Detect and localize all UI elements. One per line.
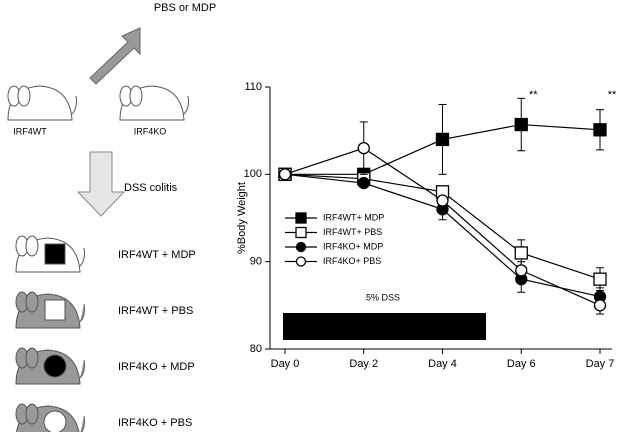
- step-arrow: [76, 151, 126, 217]
- dss-band: [283, 313, 486, 340]
- legend-marker: [295, 212, 307, 224]
- y-axis-label: %Body Weight: [236, 182, 248, 254]
- step-label: DSS colitis: [124, 182, 178, 194]
- treatment-arrow: [89, 27, 141, 85]
- legend-marker: [295, 226, 307, 239]
- legend-marker: [295, 241, 307, 253]
- y-tick-label: 90: [250, 256, 262, 268]
- point: [436, 194, 449, 207]
- annotation: **: [529, 89, 538, 101]
- ear: [25, 347, 39, 369]
- x-tick-label: Day 0: [271, 358, 300, 370]
- legend-label: IRF4KO+ PBS: [323, 256, 381, 266]
- point: [357, 176, 370, 190]
- point: [278, 168, 292, 181]
- group-label: IRF4WT + MDP: [118, 249, 196, 261]
- point: [593, 123, 607, 137]
- point: [435, 132, 450, 147]
- group-symbol: [43, 354, 67, 378]
- point: [593, 299, 607, 312]
- y-tick-label: 100: [244, 168, 262, 180]
- x-tick-label: Day 6: [507, 358, 536, 370]
- point: [515, 264, 528, 277]
- x-tick-label: Day 7: [586, 358, 615, 370]
- annotation: **: [608, 89, 617, 101]
- y-tick-label: 110: [244, 81, 262, 93]
- ear: [25, 291, 39, 313]
- mouse-label: IRF4WT: [13, 126, 47, 136]
- ear: [25, 235, 39, 257]
- ear: [129, 85, 143, 107]
- mouse-icons: [7, 85, 189, 121]
- point: [514, 117, 528, 132]
- group-label: IRF4WT + PBS: [118, 305, 193, 317]
- ear: [25, 403, 39, 425]
- point: [357, 141, 370, 155]
- mouse-label: IRF4KO: [134, 126, 167, 136]
- x-tick-label: Day 2: [349, 358, 378, 370]
- band-label: 5% DSS: [366, 292, 400, 302]
- treatment-label: PBS or MDP: [154, 2, 216, 14]
- ear: [17, 85, 31, 107]
- group-label: IRF4KO + PBS: [118, 417, 192, 429]
- group-label: IRF4KO + MDP: [118, 361, 195, 373]
- group-symbol: [44, 299, 66, 321]
- point: [514, 246, 528, 260]
- legend-label: IRF4KO+ MDP: [323, 241, 383, 251]
- legend-marker: [295, 256, 307, 267]
- group-mice: [15, 235, 85, 432]
- x-tick-label: Day 4: [428, 358, 457, 370]
- group-symbol: [43, 410, 67, 432]
- y-tick-label: 80: [250, 343, 262, 355]
- point: [593, 272, 607, 286]
- group-symbol: [44, 243, 66, 265]
- legend-label: IRF4WT+ PBS: [323, 227, 382, 237]
- legend-label: IRF4WT+ MDP: [323, 212, 384, 222]
